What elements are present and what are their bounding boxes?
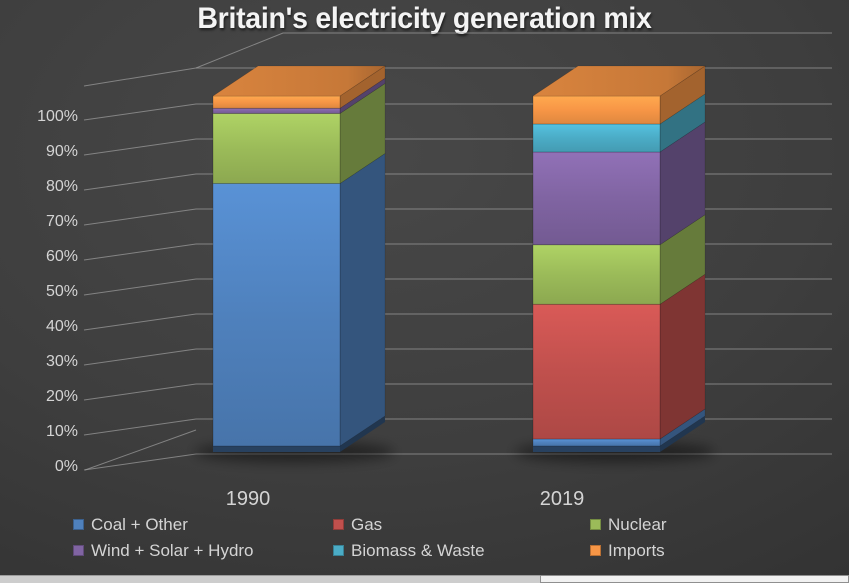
y-axis-tick-label[interactable]: 70% (45, 213, 78, 230)
bar-1990 (212, 65, 386, 452)
legend-swatch-biomass-waste (333, 545, 344, 556)
legend-swatch-nuclear (590, 519, 601, 530)
y-axis-tick-label[interactable]: 60% (45, 248, 78, 265)
wall-top-edge (195, 32, 832, 69)
bar-segment-2019-nuclear[interactable] (532, 244, 661, 305)
legend-item-imports[interactable]: Imports (590, 541, 665, 561)
bar-bottom-lip-side (340, 416, 385, 452)
gridline-40% (83, 313, 832, 331)
gridline-70% (83, 208, 832, 226)
gridline-0% (83, 453, 832, 471)
y-axis-tick-label[interactable]: 80% (45, 178, 78, 195)
gridline-upper (83, 67, 832, 87)
horizontal-scrollbar-thumb[interactable] (540, 575, 849, 583)
bar-segment-1990-nuclear[interactable] (212, 113, 341, 184)
gridline-100% (83, 103, 832, 121)
bar-segment-2019-biomass-waste[interactable] (532, 123, 661, 153)
gridline-30% (83, 348, 832, 366)
horizontal-scrollbar-track[interactable] (0, 575, 849, 583)
bar-segment-2019-coal-other[interactable] (532, 438, 661, 447)
bar-segment-2019-gas[interactable] (532, 303, 661, 440)
y-axis-tick-label[interactable]: 0% (54, 458, 78, 475)
gridline-90% (83, 138, 832, 156)
legend-swatch-imports (590, 545, 601, 556)
bar-bottom-lip (533, 446, 660, 452)
y-axis-tick-label[interactable]: 100% (37, 108, 78, 125)
floor-edge (84, 429, 197, 471)
bar-top-face-1990[interactable] (212, 65, 386, 97)
legend-label: Imports (608, 541, 665, 560)
legend-label: Coal + Other (91, 515, 188, 534)
legend-item-gas[interactable]: Gas (333, 515, 382, 535)
legend-item-nuclear[interactable]: Nuclear (590, 515, 667, 535)
chart-title[interactable]: Britain's electricity generation mix (197, 2, 652, 35)
legend-swatch-gas (333, 519, 344, 530)
y-axis-tick-label[interactable]: 30% (45, 353, 78, 370)
bar-segment-1990-imports[interactable] (212, 95, 341, 109)
bar-segment-side-1990-coal-other[interactable] (339, 152, 386, 447)
y-axis-tick-label[interactable]: 10% (45, 423, 78, 440)
category-label-2019[interactable]: 2019 (539, 488, 585, 510)
bar-segment-1990-wind-solar-hydro[interactable] (212, 107, 341, 114)
bar-segment-2019-imports[interactable] (532, 95, 661, 125)
gridline-50% (83, 278, 832, 296)
gridline-20% (83, 383, 832, 401)
bar-bottom-lip-side (660, 416, 705, 452)
legend-label: Gas (351, 515, 383, 534)
bar-segment-2019-wind-solar-hydro[interactable] (532, 151, 661, 246)
legend-item-biomass-waste[interactable]: Biomass & Waste (333, 541, 485, 561)
bar-bottom-lip (213, 446, 340, 452)
bar-top-face-2019[interactable] (532, 65, 706, 97)
legend-label: Biomass & Waste (351, 541, 485, 560)
bar-2019 (532, 65, 706, 452)
legend-swatch-wind-solar-hydro (73, 545, 84, 556)
y-axis-tick-label[interactable]: 40% (45, 318, 78, 335)
y-axis-tick-label[interactable]: 90% (45, 143, 78, 160)
gridline-60% (83, 243, 832, 261)
gridline-10% (83, 418, 832, 436)
legend-swatch-coal-other (73, 519, 84, 530)
gridline-80% (83, 173, 832, 191)
legend-label: Wind + Solar + Hydro (91, 541, 254, 560)
legend-label: Nuclear (608, 515, 667, 534)
legend-item-coal-other[interactable]: Coal + Other (73, 515, 188, 535)
category-label-1990[interactable]: 1990 (225, 488, 271, 510)
y-axis-tick-label[interactable]: 50% (45, 283, 78, 300)
bar-segment-1990-coal-other[interactable] (212, 183, 341, 447)
gridlines (83, 32, 832, 471)
legend-item-wind-solar-hydro[interactable]: Wind + Solar + Hydro (73, 541, 254, 561)
y-axis-tick-label[interactable]: 20% (45, 388, 78, 405)
